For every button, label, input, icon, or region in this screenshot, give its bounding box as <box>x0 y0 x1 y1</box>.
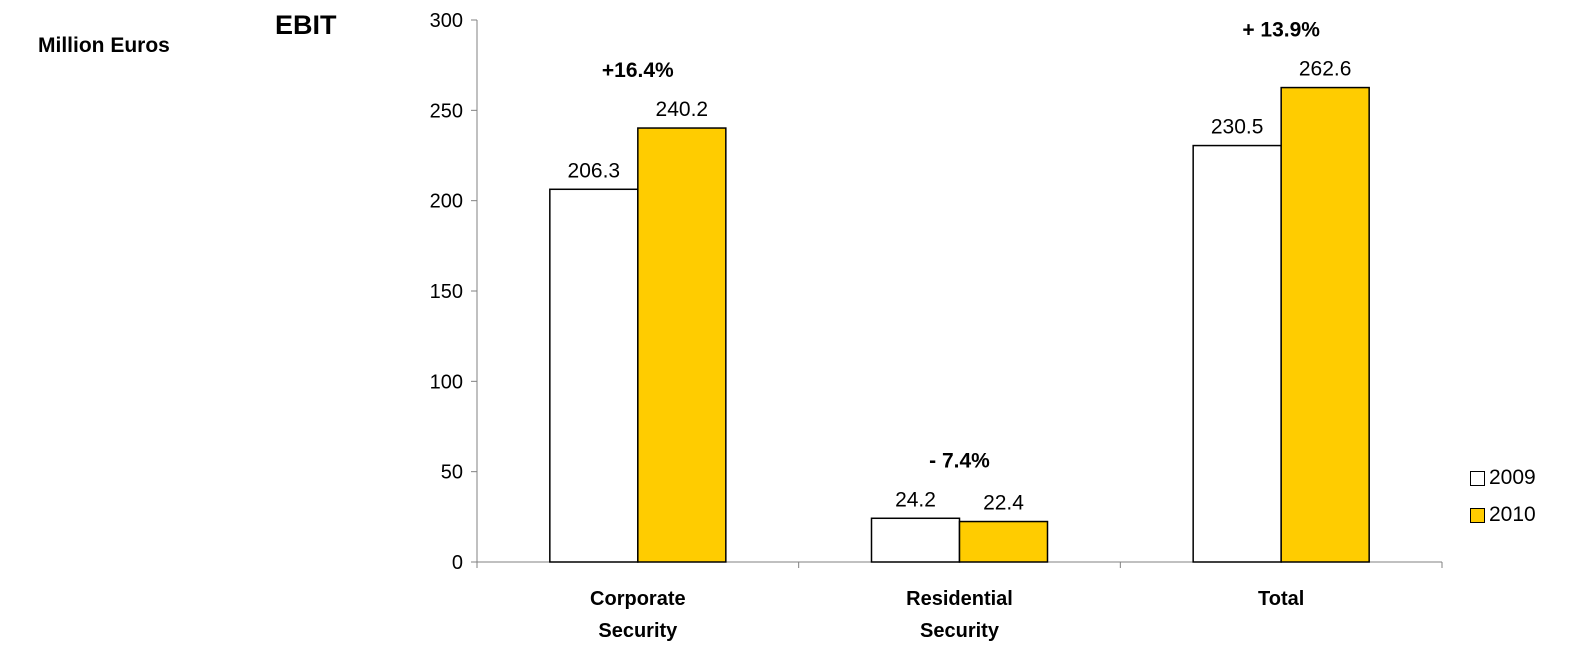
change-label: +16.4% <box>602 59 674 82</box>
change-label: + 13.9% <box>1242 19 1320 42</box>
data-label-2010: 240.2 <box>656 98 709 121</box>
legend-item-2010: 2010 <box>1470 500 1536 530</box>
legend-swatch-2009 <box>1470 470 1485 486</box>
chart-title: EBIT <box>275 10 337 40</box>
x-tick-label: Residential <box>906 588 1013 610</box>
unit-label: Million Euros <box>38 34 170 57</box>
bar-2009 <box>549 188 639 563</box>
data-label-2009: 24.2 <box>895 488 936 511</box>
legend-label-2009: 2009 <box>1489 466 1536 489</box>
bar-2009 <box>870 517 961 563</box>
legend-item-2009: 2009 <box>1470 463 1536 493</box>
change-label: - 7.4% <box>929 449 990 472</box>
y-tick-label: 0 <box>452 552 463 574</box>
bar-2009 <box>1192 144 1282 563</box>
data-label-2009: 230.5 <box>1211 116 1264 139</box>
legend: 2009 2010 <box>1470 463 1536 537</box>
y-tick-label: 250 <box>430 100 463 122</box>
data-label-2010: 262.6 <box>1299 58 1352 81</box>
y-tick-label: 50 <box>441 462 463 484</box>
data-label-2009: 206.3 <box>568 159 621 182</box>
x-tick-label: Security <box>598 620 678 642</box>
bar-2010 <box>637 127 727 563</box>
bar-2010 <box>1280 86 1370 563</box>
y-tick-label: 200 <box>430 191 463 213</box>
legend-label-2010: 2010 <box>1489 503 1536 526</box>
legend-swatch-2010 <box>1470 507 1485 523</box>
data-label-2010: 22.4 <box>983 492 1024 515</box>
y-tick-label: 300 <box>430 10 463 32</box>
bar-2010 <box>958 520 1049 563</box>
y-tick-label: 150 <box>430 281 463 303</box>
x-tick-label: Total <box>1258 588 1304 610</box>
x-tick-label: Corporate <box>590 588 686 610</box>
y-tick-label: 100 <box>430 371 463 393</box>
x-tick-label: Security <box>920 620 1000 642</box>
